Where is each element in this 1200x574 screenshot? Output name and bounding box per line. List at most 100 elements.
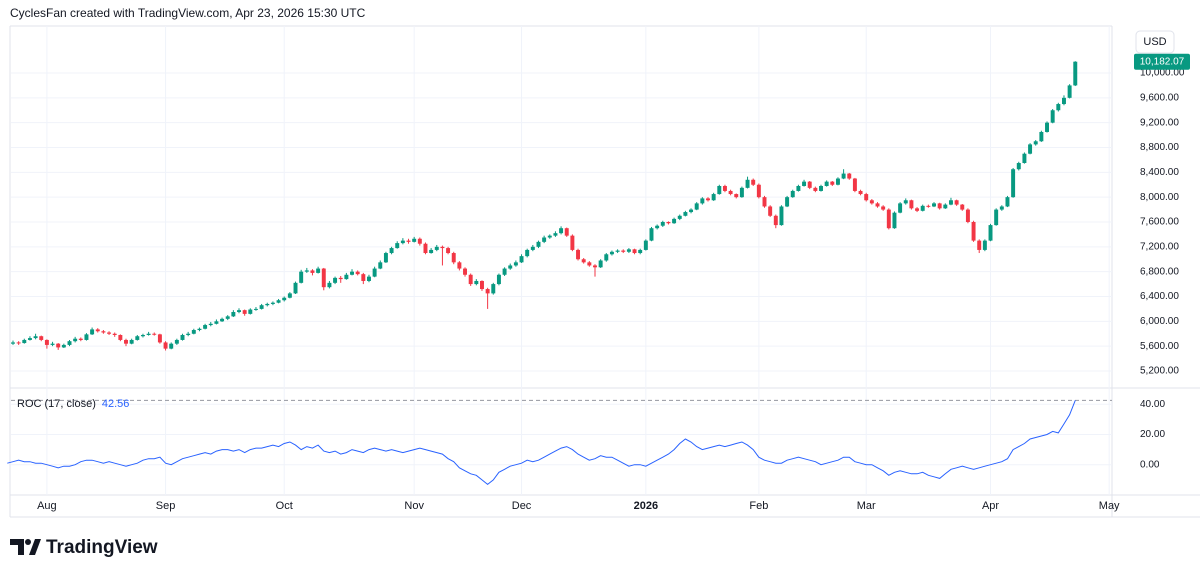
candle-body [960, 204, 965, 210]
candle-body [852, 178, 857, 191]
candle-body [530, 246, 535, 250]
candle-body [129, 339, 134, 344]
candle-body [875, 203, 880, 207]
candle-body [112, 333, 117, 335]
candle-body [593, 265, 597, 268]
candle-body [915, 208, 920, 211]
candle-body [965, 209, 970, 222]
candle-body [864, 194, 869, 201]
candle-body [513, 262, 518, 266]
indicator-value: 42.56 [102, 398, 130, 410]
candle-body [496, 274, 501, 285]
candle-body [807, 181, 812, 188]
candle-body [140, 334, 145, 337]
candle-body [706, 198, 710, 201]
candle-body [27, 338, 32, 340]
candle-body [508, 265, 513, 269]
candle-body [372, 268, 377, 277]
currency-button[interactable] [1135, 30, 1175, 54]
candle-body [502, 268, 507, 275]
candle-body [457, 262, 462, 269]
candle-body [937, 203, 942, 209]
candle-body [293, 282, 298, 294]
candle-body [689, 209, 694, 213]
x-tick-label: May [1099, 500, 1120, 512]
x-tick-label: Dec [512, 500, 532, 512]
last-price-box [1134, 53, 1190, 70]
candle-body [847, 173, 852, 179]
candle-body [824, 181, 829, 186]
candle-body [553, 233, 558, 236]
candle-body [621, 250, 626, 252]
candle-body [434, 246, 439, 250]
candle-body [101, 331, 106, 333]
candle-body [214, 321, 219, 324]
x-tick-label: Apr [982, 500, 999, 512]
candle-body [638, 249, 643, 254]
candle-body [451, 253, 456, 263]
candle-body [225, 316, 230, 319]
candle-body [1016, 163, 1021, 170]
x-tick-label: Nov [404, 500, 424, 512]
candle-body [869, 200, 874, 204]
candle-body [954, 200, 959, 205]
candle-body [564, 228, 569, 236]
candle-body [920, 205, 925, 211]
candle-body [73, 338, 78, 342]
candle-body [84, 334, 89, 340]
candle-body [609, 251, 614, 255]
candle-body [265, 303, 270, 306]
candle-body [700, 198, 705, 204]
brand: TradingView [46, 537, 158, 558]
candle-body [536, 241, 541, 247]
candle-body [338, 277, 343, 280]
candle-body [90, 329, 95, 335]
candle-body [977, 240, 982, 250]
x-tick-label: Aug [37, 500, 57, 512]
candle-body [785, 197, 790, 207]
y-tick-label: 9,200.00 [1140, 117, 1179, 128]
candle-body [819, 185, 823, 191]
candle-body [717, 185, 722, 195]
x-tick-label: Oct [276, 500, 293, 512]
y-tick-label: 5,600.00 [1140, 341, 1179, 352]
candle-body [835, 178, 840, 185]
candle-body [480, 280, 484, 290]
currency[interactable]: USD [1143, 36, 1166, 48]
candle-body [881, 206, 886, 210]
candle-body [813, 187, 818, 191]
y-tick-label: 8,400.00 [1140, 167, 1179, 178]
candle-body [446, 248, 451, 254]
candle-body [304, 270, 309, 272]
candle-body [672, 218, 677, 224]
candle-body [734, 194, 739, 198]
candle-body [406, 240, 411, 242]
candle-body [626, 249, 631, 252]
candle-body [790, 190, 795, 198]
candle-body [943, 204, 948, 209]
candle-body [276, 300, 281, 303]
candle-body [389, 248, 394, 254]
candle-body [61, 344, 66, 348]
candle-body [711, 194, 716, 201]
candle-body [643, 240, 648, 250]
candle-body [988, 225, 993, 241]
candle-body [463, 268, 468, 275]
candle-body [366, 276, 371, 281]
y-tick-label: 10,000.00 [1140, 68, 1185, 79]
candle-body [655, 225, 660, 229]
candle-body [287, 293, 292, 298]
candle-body [203, 325, 208, 329]
candle-body [982, 240, 987, 250]
candle-body [722, 185, 727, 191]
candle-body [604, 254, 609, 261]
candles [11, 61, 1078, 351]
candle-body [180, 334, 185, 340]
candle-body [858, 190, 863, 195]
y-tick-label: 9,600.00 [1140, 92, 1179, 103]
candle-body [321, 268, 326, 288]
candle-body [299, 271, 304, 283]
candle-body [525, 249, 530, 257]
candle-body [316, 268, 321, 273]
candle-body [355, 271, 360, 275]
